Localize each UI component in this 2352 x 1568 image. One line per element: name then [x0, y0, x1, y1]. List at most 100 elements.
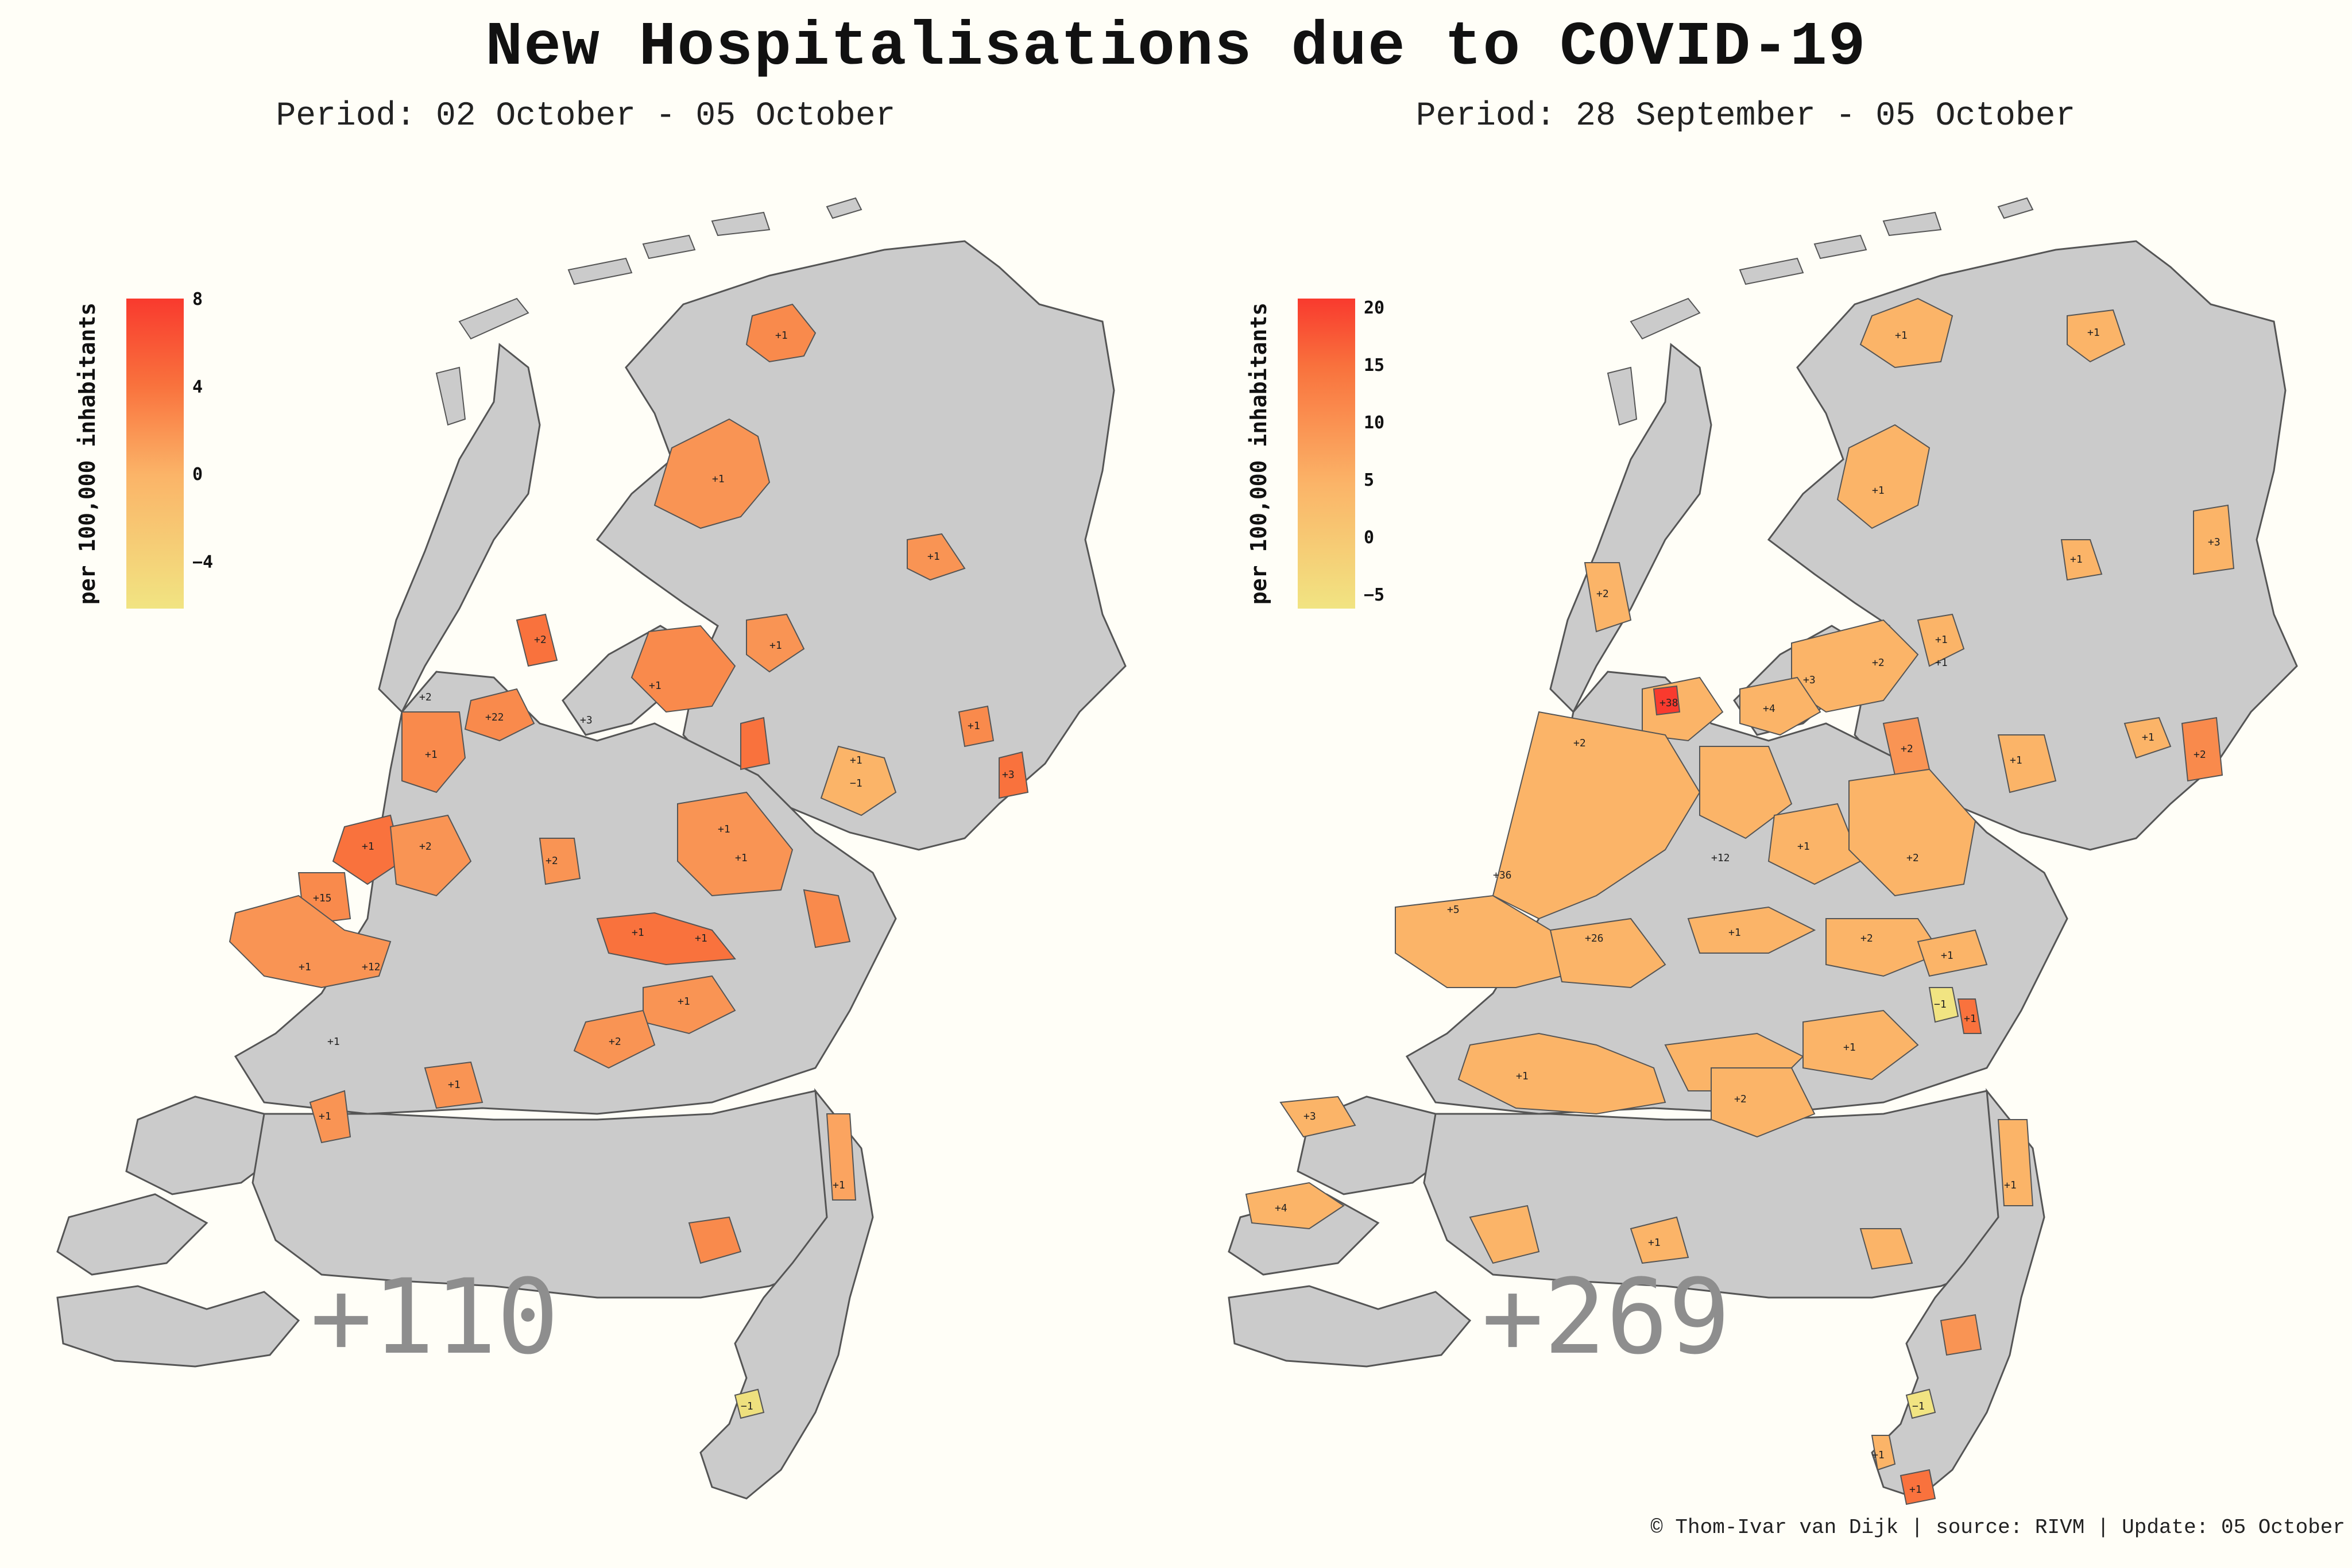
region: [1457, 1032, 1666, 1115]
region: [803, 889, 851, 948]
right-legend-title: per 100,000 inhabitants: [1246, 302, 1271, 605]
region-label: +3: [1303, 1110, 1316, 1122]
region-label: +12: [1711, 852, 1730, 864]
region: [332, 814, 403, 885]
region: [826, 1113, 857, 1201]
zeeland-south: [56, 1285, 300, 1368]
island: [1882, 211, 1942, 237]
right-map-region-labels: +1 +1 +1 +1 +1 +3 +2 +2 +38 +4 +3 +2 +1 …: [1275, 327, 2221, 1496]
region-label: +1: [2070, 553, 2083, 566]
region-label: +3: [1803, 674, 1816, 686]
region: [1245, 1182, 1345, 1230]
region-label: +2: [1734, 1093, 1747, 1105]
region-label: +1: [299, 961, 311, 973]
region: [1687, 906, 1816, 954]
region-label: +2: [1901, 743, 1913, 755]
region-label: +2: [1872, 657, 1885, 669]
left-map: +1 +1 +1 +1 +2 +1 +3 +2 +22 +1 +1 +15 +1…: [56, 197, 1127, 1500]
right-map-land: [1228, 197, 2298, 1500]
right-legend-tick: 10: [1364, 413, 1385, 433]
island: [1607, 366, 1638, 426]
region: [1653, 685, 1681, 716]
island: [1813, 234, 1867, 260]
region-label: +1: [319, 1110, 331, 1122]
north-holland: [1549, 343, 1712, 714]
region-label: +2: [1596, 588, 1609, 600]
region-label: +1: [735, 852, 748, 864]
region: [1957, 998, 1982, 1034]
right-map-highlighted-regions: [1245, 297, 2235, 1505]
region-label: +2: [1573, 737, 1586, 749]
region: [516, 613, 558, 667]
region-label: +1: [775, 330, 788, 342]
island: [1630, 297, 1701, 340]
region: [401, 711, 466, 793]
region: [1549, 917, 1666, 989]
region: [596, 912, 736, 966]
region-label: +1: [1843, 1042, 1856, 1054]
right-map-panel: +1 +1 +1 +1 +1 +3 +2 +2 +38 +4 +3 +2 +1 …: [1194, 172, 2343, 1539]
region-label: +2: [609, 1036, 621, 1048]
region-label: +22: [485, 711, 504, 723]
region: [309, 1090, 351, 1144]
region-label: +1: [327, 1036, 340, 1048]
region-label: +1: [833, 1179, 845, 1191]
region: [1917, 929, 1988, 977]
island: [435, 366, 466, 426]
region: [2193, 504, 2235, 575]
region-label: +36: [1493, 869, 1512, 881]
region: [1871, 1435, 1896, 1471]
region: [1859, 1228, 1913, 1270]
island: [567, 257, 633, 285]
region-label: +1: [1797, 841, 1810, 853]
region: [2060, 539, 2103, 581]
region: [464, 688, 535, 742]
right-legend-tick: 0: [1364, 528, 1375, 548]
region-label: +1: [1964, 1013, 1976, 1025]
region: [1825, 918, 1942, 977]
region: [229, 895, 392, 989]
region-label: +15: [313, 892, 332, 904]
region-label: +1: [718, 823, 730, 835]
region-label: +1: [425, 749, 438, 761]
island: [1739, 257, 1804, 285]
region-label: +1: [649, 680, 662, 692]
region-label: +1: [1935, 634, 1948, 646]
right-total-count: +269: [1481, 1257, 1731, 1377]
region-label: +2: [419, 841, 432, 853]
zeeland-mid: [56, 1193, 208, 1276]
region-label: +2: [1906, 852, 1919, 864]
region-label: +1: [2004, 1179, 2017, 1191]
region: [573, 1009, 656, 1069]
region: [1997, 1119, 2034, 1206]
region: [1940, 1314, 1982, 1356]
region: [958, 705, 995, 748]
island: [826, 197, 862, 219]
region-label: +3: [580, 714, 593, 726]
region: [1767, 803, 1862, 885]
region-label: +1: [850, 754, 862, 766]
region-label: +1: [2142, 731, 2154, 744]
region-label: +1: [1648, 1237, 1661, 1249]
island: [1997, 197, 2034, 219]
region: [1928, 987, 1959, 1023]
left-map-subtitle: Period: 02 October - 05 October: [276, 98, 896, 135]
region-label: −1: [741, 1400, 753, 1412]
region-label: +38: [1659, 697, 1678, 709]
region-label: +26: [1585, 932, 1604, 944]
left-legend-tick: 0: [192, 464, 203, 485]
island: [642, 234, 696, 260]
region-label: +1: [362, 841, 374, 853]
region-label: +1: [1895, 330, 1908, 342]
region: [630, 625, 736, 713]
region-label: +3: [1002, 769, 1015, 781]
region: [389, 814, 472, 897]
region: [1917, 613, 1965, 667]
region-label: +3: [2208, 536, 2221, 548]
region-label: +5: [1447, 904, 1460, 916]
region-label: +1: [1728, 927, 1741, 939]
region: [2181, 717, 2223, 782]
region-label: +1: [712, 473, 725, 485]
region-label: +1: [678, 996, 690, 1008]
right-legend-tick: −5: [1364, 585, 1385, 605]
